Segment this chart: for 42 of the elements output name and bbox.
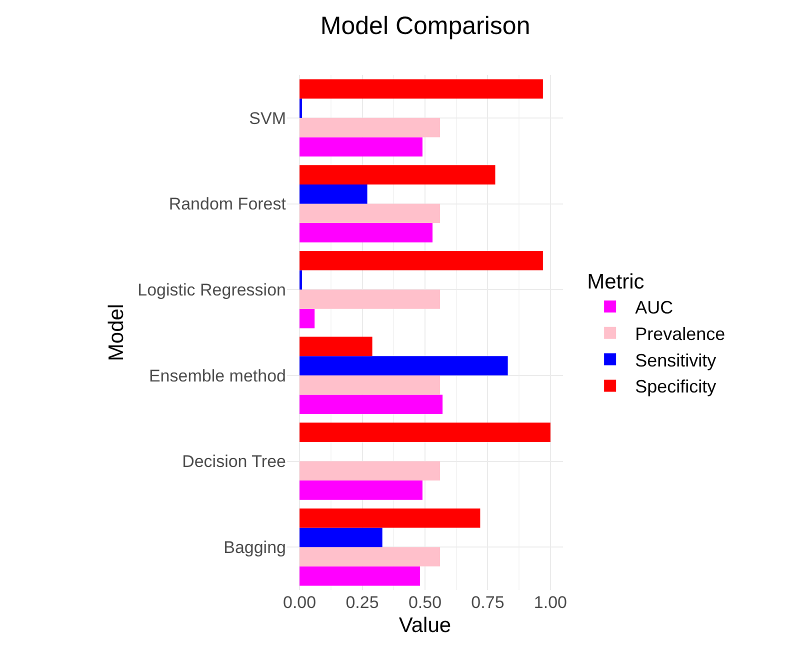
bar — [300, 547, 440, 566]
x-tick-label: 1.00 — [534, 593, 567, 612]
bar — [300, 566, 420, 586]
bar — [300, 79, 543, 99]
chart-title: Model Comparison — [320, 12, 530, 40]
y-axis-title: Model — [104, 304, 128, 362]
bar — [300, 223, 433, 242]
x-axis-title: Value — [398, 614, 452, 638]
bar — [300, 118, 440, 138]
legend-label: AUC — [635, 298, 674, 318]
legend-title: Metric — [587, 270, 644, 294]
bar — [300, 270, 302, 290]
y-tick-label: Bagging — [224, 538, 286, 558]
bar — [300, 508, 480, 528]
bar — [300, 98, 302, 118]
bar — [300, 422, 550, 442]
bar — [300, 308, 315, 328]
x-tick-label: 0.25 — [346, 593, 379, 612]
y-tick-label: Decision Tree — [182, 452, 286, 472]
legend-label: Sensitivity — [635, 350, 716, 370]
bar — [300, 356, 508, 376]
x-tick-label: 0.75 — [471, 593, 504, 612]
bar — [300, 290, 440, 309]
bar — [300, 165, 496, 184]
x-tick-label: 0.00 — [283, 593, 316, 612]
y-tick-label: Logistic Regression — [138, 280, 286, 300]
legend-label: Specificity — [635, 376, 716, 397]
bar — [300, 204, 440, 224]
bar — [300, 336, 372, 356]
bar — [300, 461, 440, 481]
bar — [300, 528, 382, 548]
y-tick-label: SVM — [249, 108, 286, 128]
y-tick-label: Ensemble method — [148, 366, 286, 386]
x-tick-label: 0.50 — [408, 593, 442, 612]
bar — [300, 137, 422, 157]
bar — [300, 184, 368, 204]
bar — [300, 375, 440, 395]
bar — [300, 250, 543, 270]
bar — [300, 394, 443, 414]
y-tick-label: Random Forest — [168, 194, 286, 214]
bar — [300, 480, 422, 500]
legend-label: Prevalence — [635, 324, 726, 344]
